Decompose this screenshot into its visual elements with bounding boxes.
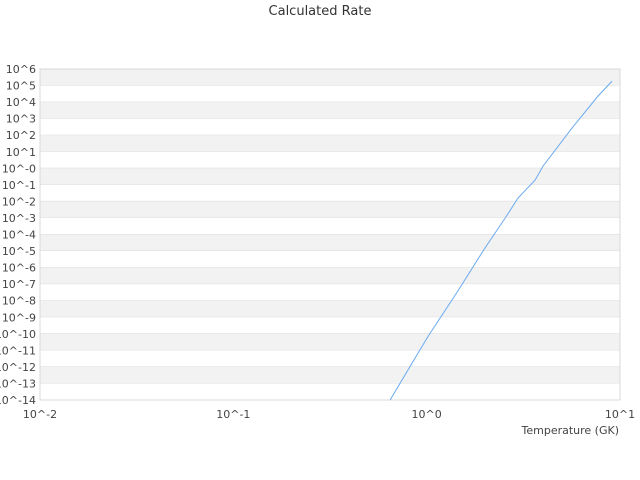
y-tick-label: 10^-1 (2, 179, 36, 192)
x-tick-label: 10^-1 (216, 408, 250, 421)
grid-band (40, 383, 620, 400)
chart-title: Calculated Rate (268, 4, 372, 19)
y-tick-label: 10^-2 (2, 195, 36, 208)
y-tick-label: 10^-4 (2, 229, 36, 242)
grid-band (40, 284, 620, 301)
y-tick-label: 10^-5 (2, 245, 36, 258)
y-tick-label: 10^3 (6, 113, 36, 126)
grid-band (40, 135, 620, 152)
grid-band (40, 118, 620, 136)
grid-band (40, 317, 620, 334)
x-axis-label: Temperature (GK) (521, 424, 620, 437)
grid-band (40, 217, 620, 235)
y-tick-label: 10^5 (6, 80, 36, 93)
grid-band (40, 333, 620, 351)
y-tick-label: 10^-0 (2, 162, 36, 175)
y-tick-label: 10^-3 (2, 212, 36, 225)
series-line (389, 80, 613, 401)
grid-band (40, 201, 620, 218)
y-tick-label: 10^-11 (0, 344, 36, 357)
grid-band (40, 85, 620, 103)
y-tick-label: 10^6 (6, 63, 36, 76)
y-tick-label: 10^-6 (2, 262, 36, 275)
y-tick-label: 10^1 (6, 146, 36, 159)
grid-band (40, 69, 620, 86)
grid-band (40, 102, 620, 119)
grid-band (40, 168, 620, 185)
grid-band (40, 184, 620, 202)
grid-band (40, 366, 620, 384)
y-tick-label: 10^-10 (0, 328, 36, 341)
y-tick-label: 10^2 (6, 129, 36, 142)
grid-band (40, 151, 620, 169)
y-tick-label: 10^-9 (2, 311, 36, 324)
y-tick-label: 10^4 (6, 96, 36, 109)
grid-band (40, 234, 620, 252)
grid-band (40, 267, 620, 285)
y-tick-label: 10^-7 (2, 278, 36, 291)
y-tick-label: 10^-14 (0, 394, 36, 407)
grid-band (40, 350, 620, 367)
y-tick-label: 10^-12 (0, 361, 36, 374)
grid-band (40, 251, 620, 268)
grid-band (40, 300, 620, 318)
y-tick-label: 10^-8 (2, 295, 36, 308)
x-tick-label: 10^-2 (23, 408, 57, 421)
plot-border (39, 68, 621, 401)
x-tick-label: 10^0 (412, 408, 442, 421)
x-tick-label: 10^1 (605, 408, 635, 421)
y-tick-label: 10^-13 (0, 377, 36, 390)
